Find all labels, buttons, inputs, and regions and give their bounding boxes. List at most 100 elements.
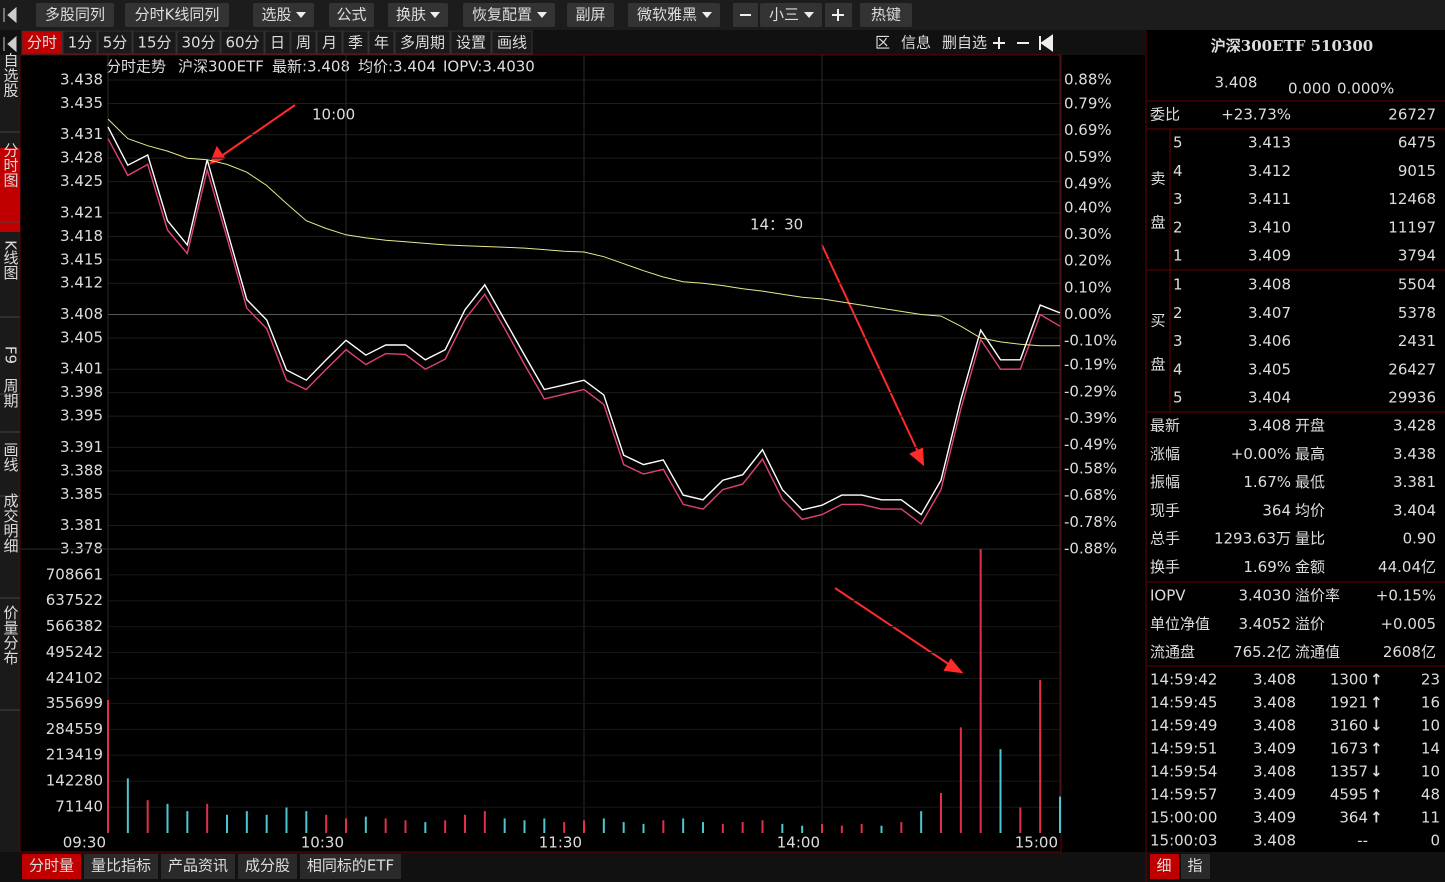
book-volume: 12468 xyxy=(1388,190,1436,208)
book-price: 3.408 xyxy=(1248,276,1291,294)
stat-value: 44.04亿 xyxy=(1378,558,1436,576)
y-tick-label: 3.435 xyxy=(60,94,103,112)
sidebar-label[interactable]: 画线 xyxy=(2,442,20,472)
volume-bar xyxy=(345,818,347,833)
stat-label: 换手 xyxy=(1150,558,1180,576)
period-tab[interactable] xyxy=(368,30,395,55)
toolbar-button[interactable] xyxy=(760,3,822,27)
y2-tick-label: -0.78% xyxy=(1064,513,1117,531)
volume-bar xyxy=(226,814,228,833)
sidebar-label[interactable]: 分时图 xyxy=(2,143,20,188)
period-tab[interactable] xyxy=(342,30,369,55)
y2-tick-label: 0.49% xyxy=(1064,174,1112,192)
x-tick-label: 09:30 xyxy=(63,834,106,852)
period-tab[interactable] xyxy=(21,30,63,55)
sidebar-label[interactable]: 周期 xyxy=(2,378,20,409)
y-tick-label: 3.408 xyxy=(60,305,103,323)
toolbar-button[interactable] xyxy=(36,3,114,27)
period-tab[interactable] xyxy=(450,30,492,55)
toolbar-button[interactable] xyxy=(628,3,720,27)
nav-icon[interactable] xyxy=(3,6,17,24)
volume-bar xyxy=(265,814,268,833)
sidebar-label[interactable]: 自选股 xyxy=(2,53,20,99)
period-tab[interactable] xyxy=(62,30,98,55)
stat-value: 0.90 xyxy=(1403,530,1436,548)
period-tab-label: 15分 xyxy=(137,34,171,52)
dropdown-icon xyxy=(430,12,440,18)
quote-change: 0.000 xyxy=(1288,80,1331,98)
toolbar-button[interactable] xyxy=(567,3,614,27)
period-tab[interactable] xyxy=(491,30,533,55)
volume-bar xyxy=(979,549,982,833)
stat-value: 3.381 xyxy=(1393,473,1436,491)
tool-label[interactable]: 删自选 xyxy=(942,34,987,52)
period-tab[interactable] xyxy=(316,30,343,55)
sidebar-label[interactable]: 成交明细 xyxy=(2,493,20,553)
period-tab[interactable] xyxy=(394,30,451,55)
stat-value: 364 xyxy=(1262,501,1291,519)
book-price: 3.409 xyxy=(1248,247,1291,265)
panel-tab[interactable] xyxy=(1181,854,1210,879)
chart-header: 沪深300ETF xyxy=(178,58,264,76)
trade-price: 3.408 xyxy=(1253,671,1296,689)
bottom-tab[interactable] xyxy=(161,854,235,879)
volume-bar xyxy=(523,820,526,833)
sidebar-bg xyxy=(0,55,20,852)
toolbar-button[interactable] xyxy=(125,3,229,27)
toolbar-button[interactable] xyxy=(388,3,448,27)
price-line xyxy=(107,138,1061,526)
chart-header: 最新:3.408 xyxy=(272,58,350,76)
trade-direction: ↑ xyxy=(1370,671,1383,689)
volume-bar xyxy=(404,820,407,833)
book-price: 3.410 xyxy=(1248,218,1291,236)
volume-bar xyxy=(186,811,189,833)
collapse-icon[interactable] xyxy=(3,35,17,53)
chart-header: 分时走势 xyxy=(106,58,166,76)
toolbar-button[interactable] xyxy=(253,3,314,27)
y2-tick-label: -0.10% xyxy=(1064,332,1117,350)
trade-volume: -- xyxy=(1357,832,1368,850)
trade-price: 3.409 xyxy=(1253,740,1296,758)
bottom-tab[interactable] xyxy=(238,854,297,879)
volume-bar xyxy=(999,749,1002,833)
bottom-tab[interactable] xyxy=(22,854,81,879)
bottom-tab[interactable] xyxy=(300,854,401,879)
stat-label: 涨幅 xyxy=(1150,445,1180,463)
y-tick-label: 3.425 xyxy=(60,172,103,190)
sidebar-label[interactable]: K线图 xyxy=(2,240,20,280)
book-level: 3 xyxy=(1173,190,1183,208)
volume-bar xyxy=(940,792,942,833)
period-tab[interactable] xyxy=(264,30,291,55)
volume-bar xyxy=(880,825,883,833)
period-tab[interactable] xyxy=(176,30,221,55)
toolbar-label: 公式 xyxy=(336,6,366,24)
y2-tick-label: -0.29% xyxy=(1064,382,1117,400)
sidebar-label[interactable]: F9 xyxy=(2,346,20,364)
volume-bar xyxy=(305,811,308,833)
stat-label: 金额 xyxy=(1295,558,1325,576)
stat-label: 最新 xyxy=(1150,417,1180,435)
stat-value: 3.438 xyxy=(1393,445,1436,463)
bottom-tab[interactable] xyxy=(84,854,158,879)
toolbar-button[interactable] xyxy=(329,3,374,27)
panel-tab[interactable] xyxy=(1150,854,1179,879)
period-tab[interactable] xyxy=(132,30,177,55)
toolbar-label: 换肤 xyxy=(396,6,426,24)
sidebar-label[interactable]: 价量分布 xyxy=(2,605,20,665)
volume-bar xyxy=(1039,679,1042,833)
volume-tick-label: 71140 xyxy=(55,798,103,816)
tool-label[interactable]: 区 xyxy=(875,34,890,52)
stat-value: 1.69% xyxy=(1243,558,1291,576)
toolbar-button[interactable] xyxy=(860,3,912,27)
period-tab[interactable] xyxy=(97,30,133,55)
toolbar-button[interactable] xyxy=(463,3,555,27)
bottom-tab-label: 分时量 xyxy=(29,857,74,875)
tool-label[interactable]: 信息 xyxy=(901,34,931,52)
trade-time: 14:59:49 xyxy=(1150,717,1217,735)
period-tab[interactable] xyxy=(220,30,265,55)
volume-bar xyxy=(285,807,288,833)
y2-tick-label: -0.68% xyxy=(1064,486,1117,504)
period-tab[interactable] xyxy=(290,30,317,55)
volume-bar xyxy=(563,822,566,833)
stat-value: 3.4030 xyxy=(1239,587,1292,605)
